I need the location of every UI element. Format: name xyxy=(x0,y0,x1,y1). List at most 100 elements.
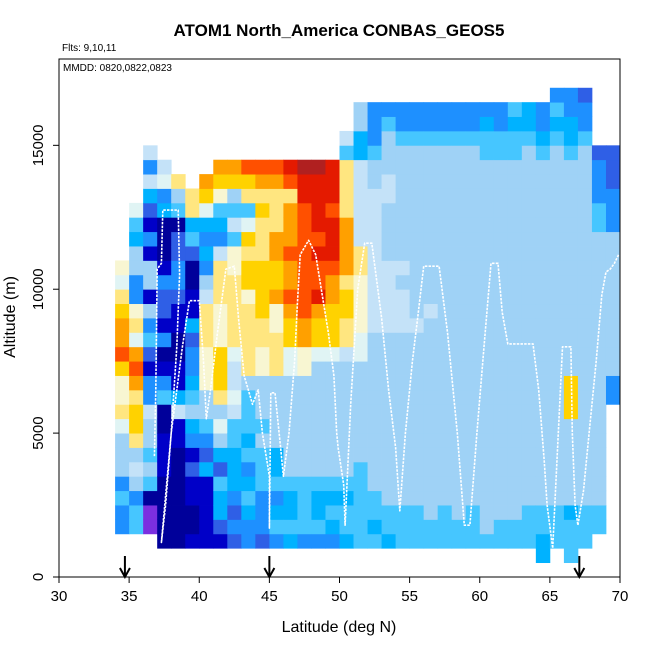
heatmap-cell xyxy=(591,375,607,391)
heatmap-cell xyxy=(521,447,537,463)
heatmap-cell xyxy=(409,519,425,535)
heatmap-cell xyxy=(157,375,172,391)
heatmap-cell xyxy=(549,159,565,175)
heatmap-cell xyxy=(479,303,495,319)
heatmap-cell xyxy=(311,505,326,520)
heatmap-cell xyxy=(507,533,523,549)
heatmap-cell xyxy=(297,274,312,290)
heatmap-cell xyxy=(311,274,326,290)
heatmap-cell xyxy=(353,159,368,175)
heatmap-cell xyxy=(255,202,270,218)
heatmap-cell xyxy=(115,433,130,448)
heatmap-cell xyxy=(185,188,200,204)
heatmap-cell xyxy=(241,361,256,376)
heatmap-cell xyxy=(325,490,340,506)
heatmap-cell xyxy=(563,102,579,117)
heatmap-cell xyxy=(451,361,467,376)
heatmap-cell xyxy=(241,476,256,492)
heatmap-cell xyxy=(535,476,551,492)
heatmap-cell xyxy=(521,116,537,132)
heatmap-cell xyxy=(213,303,228,319)
heatmap-cell xyxy=(535,116,551,132)
heatmap-cell xyxy=(325,231,340,247)
heatmap-cell xyxy=(367,318,382,333)
heatmap-cell xyxy=(605,159,621,175)
heatmap-cell xyxy=(199,389,214,405)
heatmap-cell xyxy=(143,375,158,391)
heatmap-cell xyxy=(143,318,158,333)
heatmap-cell xyxy=(241,159,256,175)
heatmap-cell xyxy=(353,533,368,549)
y-tick-label: 10000 xyxy=(30,268,47,310)
heatmap-cell xyxy=(381,145,396,161)
heatmap-cell xyxy=(255,490,270,506)
heatmap-cell xyxy=(311,246,326,261)
heatmap-cell xyxy=(353,476,368,492)
heatmap-cell xyxy=(465,202,481,218)
heatmap-cell xyxy=(157,433,172,448)
heatmap-cell xyxy=(535,260,551,276)
heatmap-cell xyxy=(171,174,186,189)
heatmap-cell xyxy=(269,303,284,319)
heatmap-cell xyxy=(227,289,242,305)
heatmap-cell xyxy=(297,461,312,477)
heatmap-cell xyxy=(507,433,523,448)
x-tick-label: 30 xyxy=(51,588,68,605)
heatmap-cell xyxy=(353,318,368,333)
heatmap-cell xyxy=(409,332,425,348)
heatmap-cell xyxy=(479,116,495,132)
heatmap-cell xyxy=(283,231,298,247)
heatmap-cell xyxy=(521,260,537,276)
heatmap-cell xyxy=(521,102,537,117)
heatmap-cell xyxy=(381,519,396,535)
heatmap-cell xyxy=(591,145,607,161)
heatmap-cell xyxy=(171,461,186,477)
heatmap-cell xyxy=(479,159,495,175)
heatmap-cell xyxy=(297,231,312,247)
heatmap-cell xyxy=(339,389,354,405)
heatmap-cell xyxy=(465,505,481,520)
heatmap-cell xyxy=(269,389,284,405)
heatmap-cell xyxy=(311,289,326,305)
heatmap-cell xyxy=(213,476,228,492)
heatmap-cell xyxy=(521,389,537,405)
heatmap-cell xyxy=(227,519,242,535)
heatmap-cell xyxy=(227,505,242,520)
heatmap-cell xyxy=(437,490,453,506)
heatmap-cell xyxy=(423,274,439,290)
heatmap-cell xyxy=(311,433,326,448)
heatmap-cell xyxy=(395,174,411,189)
heatmap-cell xyxy=(171,505,186,520)
heatmap-cell xyxy=(129,217,144,233)
heatmap-cell xyxy=(367,130,382,146)
heatmap-cell xyxy=(521,505,537,520)
heatmap-cell xyxy=(577,217,593,233)
heatmap-cell xyxy=(311,490,326,506)
heatmap-cell xyxy=(339,246,354,261)
heatmap-cell xyxy=(493,404,509,420)
heatmap-cell xyxy=(381,332,396,348)
heatmap-cell xyxy=(479,202,495,218)
heatmap-cell xyxy=(563,274,579,290)
heatmap-cell xyxy=(353,505,368,520)
heatmap-cell xyxy=(325,346,340,362)
heatmap-cell xyxy=(465,145,481,161)
heatmap-cell xyxy=(129,375,144,391)
heatmap-cell xyxy=(577,145,593,161)
heatmap-cell xyxy=(129,289,144,305)
heatmap-cell xyxy=(563,433,579,448)
heatmap-cell xyxy=(367,461,382,477)
heatmap-cell xyxy=(353,490,368,506)
heatmap-cell xyxy=(185,246,200,261)
heatmap-cell xyxy=(171,274,186,290)
heatmap-cell xyxy=(311,519,326,535)
heatmap-cell xyxy=(381,217,396,233)
heatmap-cell xyxy=(437,505,453,520)
x-tick-label: 50 xyxy=(331,588,348,605)
heatmap-cell xyxy=(591,202,607,218)
heatmap-cell xyxy=(339,447,354,463)
heatmap-cell xyxy=(339,505,354,520)
heatmap-cell xyxy=(493,231,509,247)
heatmap-cell xyxy=(171,217,186,233)
heatmap-cell xyxy=(143,404,158,420)
